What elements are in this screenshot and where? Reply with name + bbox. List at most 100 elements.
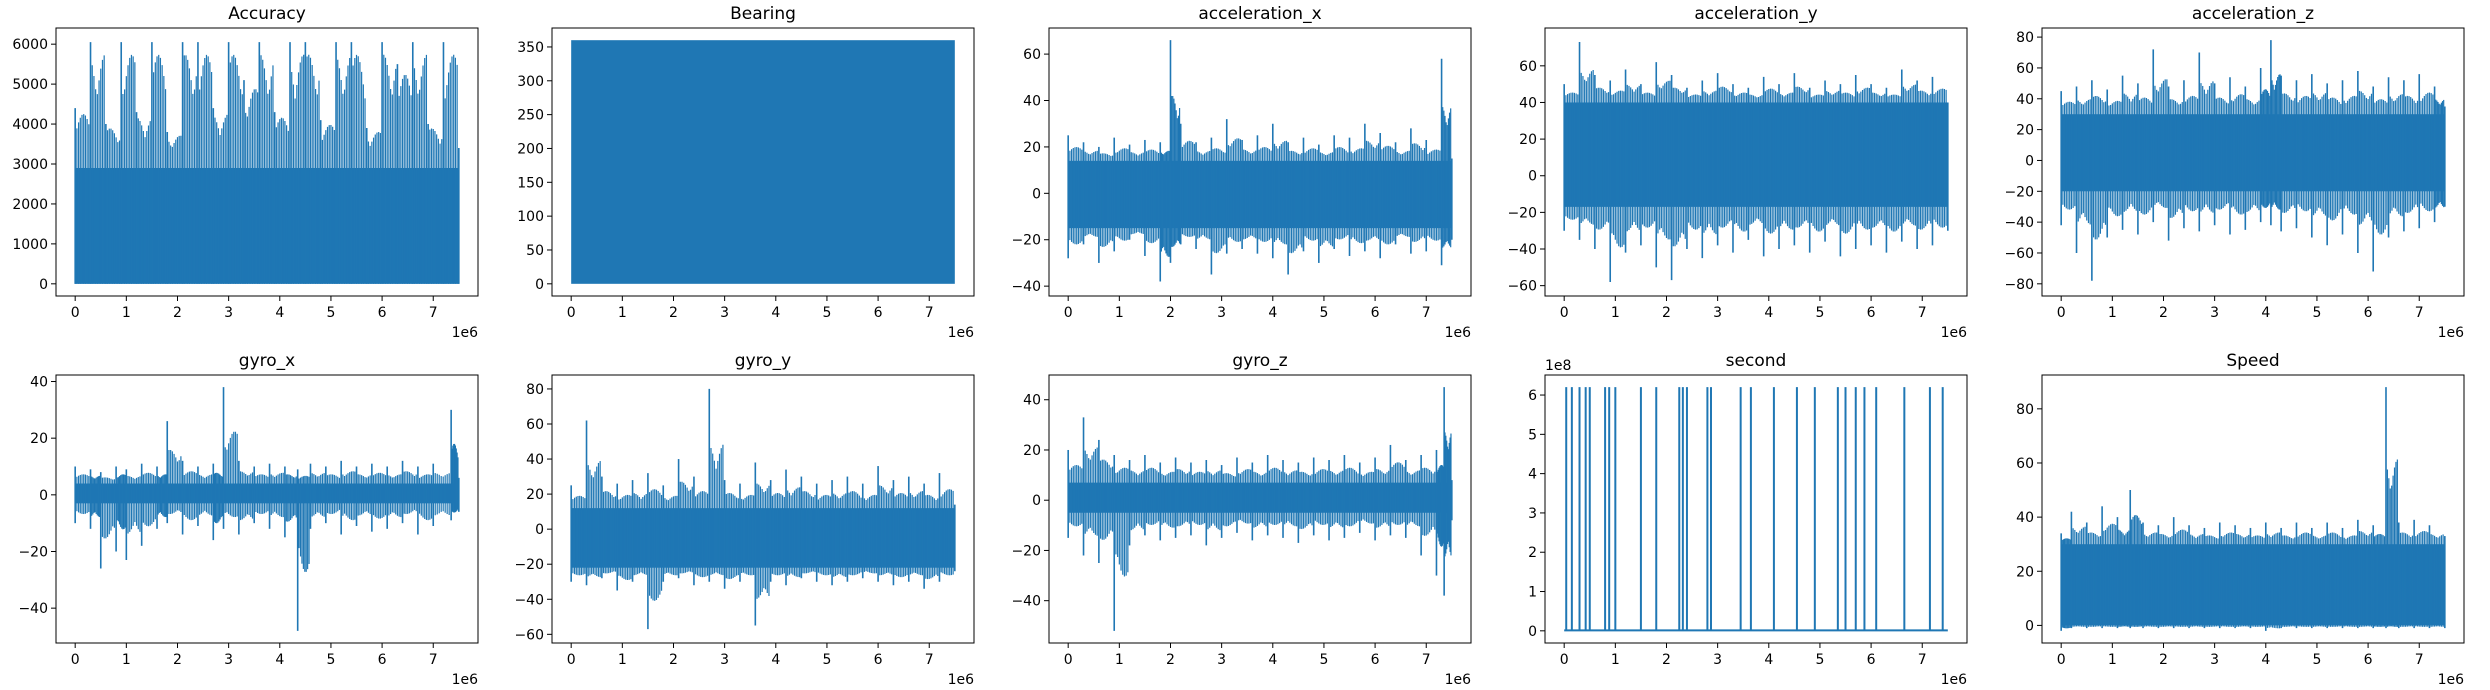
subplot-title: Speed <box>2226 351 2279 371</box>
x-offset-label: 1e6 <box>452 672 479 688</box>
series-area <box>571 40 955 284</box>
x-tick-label: 6 <box>1371 652 1380 668</box>
y-tick-label: 0 <box>39 277 48 293</box>
axes-frame <box>2041 27 2465 297</box>
x-tick-label: 7 <box>1422 305 1431 321</box>
x-tick-label: 7 <box>1918 652 1927 668</box>
x-tick-label: 3 <box>1713 305 1722 321</box>
x-tick-label: 1 <box>122 652 131 668</box>
x-tick-label: 3 <box>1217 652 1226 668</box>
subplot-gyro-y: gyro_y 0 1 2 3 4 5 6 7 1e6 −60 −40 −20 0 20 40 60 80 <box>514 351 975 688</box>
y-offset-label: 1e8 <box>1545 358 1571 374</box>
axes-frame <box>551 374 975 644</box>
y-tick-label: 100 <box>517 209 544 225</box>
y-tick-label: −60 <box>514 627 544 643</box>
subplot-title: acceleration_y <box>1694 4 1817 24</box>
axes-frame <box>1048 27 1472 297</box>
y-tick-label: 60 <box>1023 47 1041 63</box>
x-tick-label: 1 <box>2108 652 2117 668</box>
y-tick-label: 60 <box>1519 59 1537 75</box>
x-offset-label: 1e6 <box>452 325 479 341</box>
y-tick-label: 4000 <box>12 117 48 133</box>
y-tick-label: −40 <box>1011 594 1041 610</box>
x-offset-label: 1e6 <box>1445 325 1472 341</box>
y-tick-label: 40 <box>1023 393 1041 409</box>
y-tick-label: 60 <box>2016 61 2034 77</box>
series-area <box>2060 387 2446 631</box>
y-tick-label: 0 <box>1528 624 1537 640</box>
y-tick-label: 20 <box>1023 443 1041 459</box>
x-tick-label: 0 <box>1560 652 1569 668</box>
x-tick-label: 5 <box>1319 305 1328 321</box>
subplot-title: gyro_z <box>1232 351 1287 371</box>
subplot-second: second 0 1 2 3 4 5 6 7 1e6 0 1 2 3 4 5 6 1e8 <box>1528 351 1968 688</box>
x-tick-label: 1 <box>122 305 131 321</box>
y-tick-label: −20 <box>514 557 544 573</box>
x-tick-label: 5 <box>1319 652 1328 668</box>
x-tick-label: 4 <box>1268 305 1277 321</box>
x-tick-label: 6 <box>874 652 883 668</box>
x-tick-label: 2 <box>173 305 182 321</box>
x-tick-label: 3 <box>1217 305 1226 321</box>
y-tick-label: 1 <box>1528 585 1537 601</box>
y-tick-label: 20 <box>1519 132 1537 148</box>
y-tick-label: 6 <box>1528 388 1537 404</box>
x-tick-label: 3 <box>224 305 233 321</box>
x-tick-label: 2 <box>669 305 678 321</box>
y-tick-label: 20 <box>1023 140 1041 156</box>
x-tick-label: 6 <box>378 652 387 668</box>
x-tick-label: 0 <box>567 652 576 668</box>
series-area <box>570 388 956 630</box>
y-tick-label: −20 <box>1011 543 1041 559</box>
series-dense-band <box>1068 482 1452 513</box>
x-tick-label: 3 <box>1713 652 1722 668</box>
y-tick-label: 20 <box>30 431 48 447</box>
subplot-acceleration-y: acceleration_y 0 1 2 3 4 5 6 7 1e6 −60 −40 −20 0 20 40 6… <box>1507 4 1968 341</box>
x-tick-label: 5 <box>326 652 335 668</box>
y-tick-label: 5 <box>1528 427 1537 443</box>
subplot-title: Accuracy <box>228 4 306 24</box>
x-offset-label: 1e6 <box>1445 672 1472 688</box>
x-tick-label: 1 <box>1611 305 1620 321</box>
x-tick-label: 4 <box>2261 652 2270 668</box>
x-tick-label: 3 <box>720 305 729 321</box>
y-tick-label: 0 <box>1032 493 1041 509</box>
x-tick-label: 5 <box>2312 652 2321 668</box>
x-offset-label: 1e6 <box>1941 325 1968 341</box>
x-tick-label: 0 <box>2057 305 2066 321</box>
x-tick-label: 1 <box>1115 652 1124 668</box>
series-dense-band <box>1068 160 1452 229</box>
x-tick-label: 6 <box>2364 652 2373 668</box>
axes-frame <box>2041 374 2465 644</box>
axes-frame <box>55 27 479 297</box>
x-offset-label: 1e6 <box>2438 325 2465 341</box>
y-tick-label: −40 <box>1011 279 1041 295</box>
x-offset-label: 1e6 <box>948 672 975 688</box>
y-tick-label: 5000 <box>12 77 48 93</box>
series-area <box>74 387 460 631</box>
x-tick-label: 0 <box>71 652 80 668</box>
y-tick-label: 6000 <box>12 37 48 53</box>
y-tick-label: 200 <box>517 141 544 157</box>
x-tick-label: 1 <box>618 305 627 321</box>
x-tick-label: 6 <box>1371 305 1380 321</box>
x-tick-label: 7 <box>2415 305 2424 321</box>
y-tick-label: 40 <box>30 375 48 391</box>
x-tick-label: 4 <box>275 305 284 321</box>
subplot-gyro-x: gyro_x 0 1 2 3 4 5 6 7 1e6 −40 −20 0 20 40 <box>18 351 479 688</box>
y-tick-label: −20 <box>18 544 48 560</box>
x-tick-label: 1 <box>1115 305 1124 321</box>
x-tick-label: 4 <box>275 652 284 668</box>
subplot-title: second <box>1726 351 1787 371</box>
y-tick-label: −40 <box>1507 242 1537 258</box>
x-tick-label: 0 <box>1064 305 1073 321</box>
y-tick-label: 0 <box>2025 153 2034 169</box>
x-tick-label: 2 <box>2159 652 2168 668</box>
series-dense-band <box>75 167 459 284</box>
subplot-title: acceleration_z <box>2192 4 2314 24</box>
x-tick-label: 3 <box>720 652 729 668</box>
y-tick-label: −20 <box>1507 205 1537 221</box>
y-tick-label: 300 <box>517 74 544 90</box>
series-dense-band <box>2061 114 2445 192</box>
